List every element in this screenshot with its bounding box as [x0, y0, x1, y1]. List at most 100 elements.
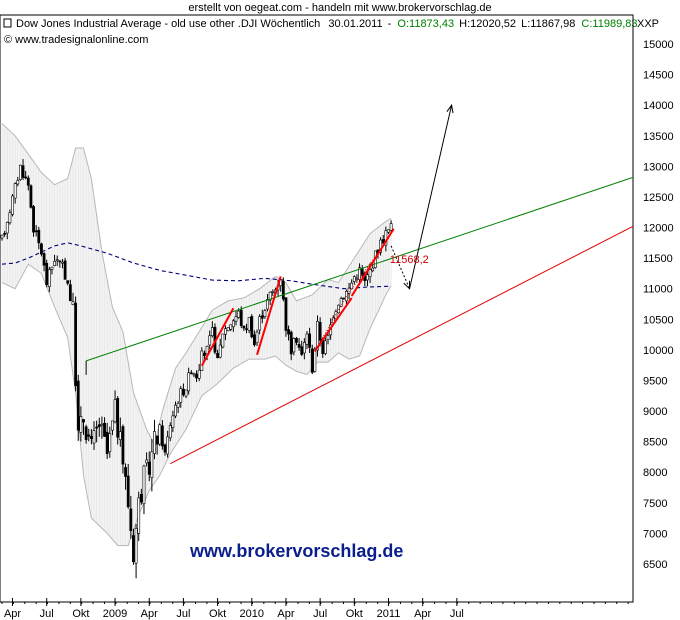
candle-down: [163, 444, 167, 453]
candle-up: [179, 388, 183, 403]
candle-up: [326, 335, 330, 341]
candle-down: [45, 262, 49, 285]
candle-down: [66, 280, 70, 284]
red-trendline: [170, 225, 633, 465]
x-tick-label: Apr: [4, 608, 21, 620]
x-tick-label: Okt: [346, 608, 363, 620]
high-value: H:12020,52: [459, 18, 516, 30]
candle-up: [166, 436, 170, 455]
candle-up: [92, 430, 96, 444]
candle-up: [174, 404, 177, 417]
candle-down: [281, 280, 285, 300]
x-tick-label: 2011: [377, 608, 401, 620]
y-tick-label: 12500: [643, 192, 674, 204]
candle-up: [231, 320, 235, 328]
header-top-line: erstellt von oegeat.com - handeln mit ww…: [188, 2, 491, 14]
low-value: L:11867,98: [521, 18, 575, 30]
candle-up: [339, 298, 343, 307]
candle-up: [158, 424, 162, 445]
candle-up: [53, 260, 56, 266]
y-tick-label: 13000: [643, 161, 674, 173]
candle-up: [266, 299, 269, 310]
chart-icon: [3, 18, 12, 28]
candle-up: [153, 431, 156, 454]
candle-up: [263, 310, 267, 317]
candle-up: [200, 350, 204, 371]
x-tick-label: Apr: [141, 608, 158, 620]
candle-down: [287, 329, 290, 335]
plot-area: 11568,2: [0, 103, 633, 602]
candle-down: [3, 233, 7, 235]
candle-up: [100, 423, 104, 426]
x-tick-label: Apr: [277, 608, 294, 620]
y-tick-label: 7000: [643, 528, 667, 540]
candle-down: [24, 176, 28, 179]
candle-up: [355, 277, 359, 280]
y-tick-label: 9000: [643, 406, 667, 418]
candle-down: [189, 372, 193, 375]
candle-down: [34, 230, 38, 233]
candle-up: [292, 338, 296, 353]
red-dotted-target: [314, 238, 389, 352]
candle-down: [76, 380, 80, 431]
candle-down: [95, 426, 99, 429]
candle-down: [300, 346, 304, 355]
candle-down: [42, 253, 46, 266]
candle-down: [103, 422, 106, 437]
red-swing-segment: [350, 228, 395, 297]
candle-up: [387, 229, 390, 233]
candle-down: [147, 461, 151, 475]
candle-up: [61, 261, 64, 264]
candle-down: [239, 309, 243, 326]
candle-up: [366, 274, 369, 281]
x-tick-label: Jul: [450, 608, 464, 620]
x-tick-label: Jul: [40, 608, 54, 620]
candle-down: [308, 333, 312, 348]
green-trendline: [85, 176, 633, 362]
candle-down: [29, 185, 33, 208]
candle-up: [271, 291, 275, 293]
candle-up: [247, 317, 251, 331]
y-tick-label: 14000: [643, 100, 674, 112]
candle-down: [260, 315, 264, 319]
candle-down: [97, 424, 101, 428]
candle-down: [284, 297, 288, 331]
arrow-down-shaft: [390, 245, 410, 289]
candle-up: [145, 459, 149, 464]
candle-down: [82, 419, 85, 423]
y-tick-label: 10000: [643, 345, 674, 357]
instrument-name: Dow Jones Industrial Average - old use o…: [16, 18, 320, 30]
candle-up: [176, 403, 180, 408]
x-tick-label: Jul: [313, 608, 327, 620]
candle-down: [318, 322, 322, 341]
candle-up: [134, 528, 138, 564]
candle-down: [139, 494, 143, 503]
candle-down: [129, 508, 133, 532]
candle-down: [26, 177, 30, 186]
candle-down: [297, 344, 301, 348]
candle-down: [74, 302, 78, 386]
candle-up: [226, 327, 230, 331]
candle-up: [171, 415, 175, 428]
y-tick-label: 11000: [643, 284, 673, 296]
candle-up: [305, 333, 309, 345]
band-upper-line: [1, 123, 392, 447]
candle-up: [358, 267, 361, 280]
watermark-text: www.brokervorschlag.de: [189, 541, 403, 561]
candle-up: [19, 164, 22, 180]
arrow-up-shaft: [409, 105, 453, 289]
candle-down: [126, 475, 130, 508]
candle-down: [203, 352, 206, 356]
candle-down: [250, 316, 254, 338]
candle-up: [55, 259, 59, 261]
candle-up: [224, 328, 227, 335]
header-date: 30.01.2011: [328, 18, 382, 30]
candle-up: [302, 342, 306, 354]
candle-up: [323, 340, 327, 354]
red-swing-segment: [314, 297, 353, 352]
y-tick-label: 6500: [643, 559, 667, 571]
y-tick-label: 15000: [643, 39, 674, 51]
y-tick-label: 10500: [643, 314, 674, 326]
candle-down: [40, 243, 43, 255]
candle-up: [11, 195, 14, 215]
